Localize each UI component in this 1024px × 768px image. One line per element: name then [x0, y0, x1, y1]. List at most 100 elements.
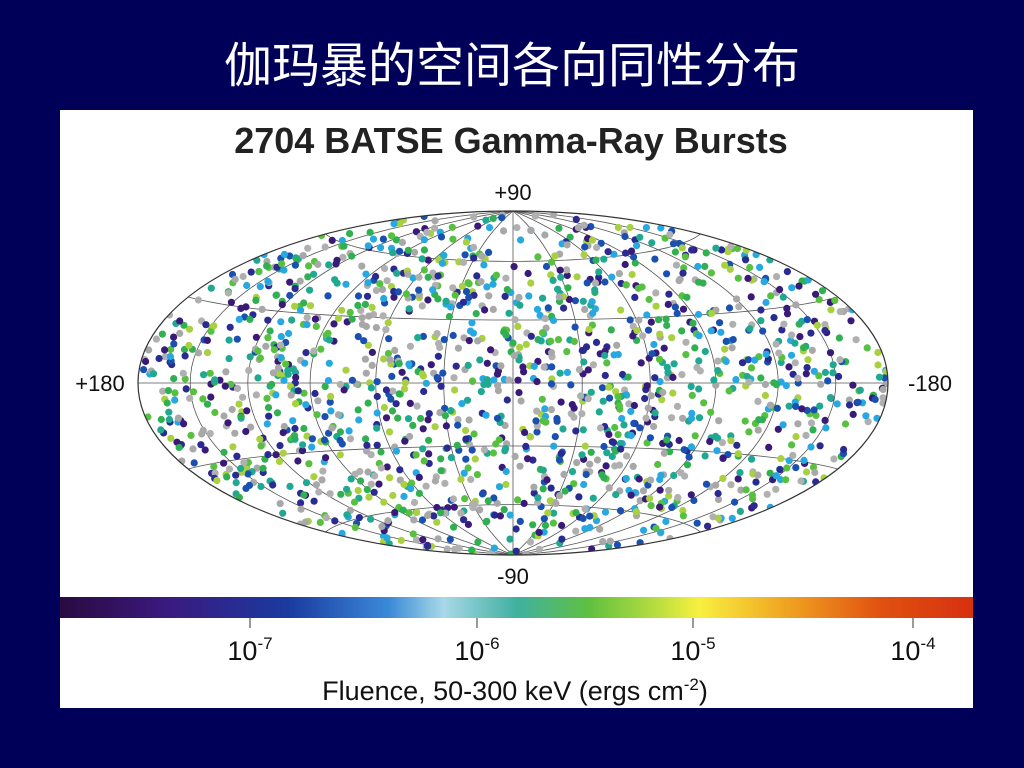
burst-point — [376, 280, 384, 288]
burst-point — [413, 402, 421, 410]
burst-point — [194, 349, 203, 357]
burst-point — [722, 337, 730, 345]
burst-point — [231, 275, 239, 283]
burst-point — [587, 448, 595, 456]
burst-point — [725, 304, 734, 312]
burst-point — [643, 311, 651, 319]
burst-point — [280, 266, 288, 274]
burst-point — [679, 506, 687, 515]
burst-point — [418, 255, 426, 263]
burst-point — [320, 436, 329, 444]
burst-point — [738, 359, 747, 367]
burst-point — [513, 224, 521, 232]
burst-point — [483, 359, 491, 367]
burst-point — [363, 441, 371, 449]
burst-point — [200, 371, 208, 379]
burst-point — [304, 273, 312, 281]
burst-point — [742, 486, 750, 494]
burst-point — [387, 395, 395, 403]
burst-point — [239, 393, 247, 401]
burst-point — [632, 508, 640, 516]
burst-point — [849, 381, 857, 389]
burst-point — [630, 419, 638, 427]
burst-point — [775, 349, 783, 357]
burst-point — [802, 370, 810, 378]
burst-point — [334, 314, 342, 322]
burst-point — [203, 349, 212, 357]
burst-point — [489, 214, 497, 222]
burst-point — [572, 427, 580, 435]
burst-point — [473, 272, 481, 280]
burst-point — [578, 410, 586, 418]
burst-point — [522, 442, 530, 450]
axis-label: +90 — [494, 180, 531, 205]
burst-point — [286, 278, 294, 286]
burst-point — [772, 472, 780, 480]
burst-point — [804, 356, 812, 364]
burst-point — [549, 276, 557, 284]
burst-point — [235, 400, 243, 408]
burst-point — [435, 339, 443, 348]
burst-point — [256, 435, 264, 443]
burst-point — [269, 481, 277, 489]
burst-point — [272, 451, 280, 459]
burst-point — [254, 347, 262, 355]
burst-point — [639, 487, 648, 495]
burst-point — [389, 387, 397, 395]
burst-point — [529, 521, 537, 529]
burst-point — [681, 253, 690, 261]
burst-point — [635, 316, 643, 324]
burst-point — [247, 268, 255, 276]
burst-point — [512, 525, 520, 533]
burst-point — [303, 314, 311, 322]
burst-point — [785, 402, 793, 410]
burst-point — [836, 308, 844, 316]
burst-point — [607, 326, 615, 334]
burst-point — [211, 469, 219, 477]
burst-point — [644, 404, 652, 412]
burst-point — [263, 420, 271, 428]
burst-point — [302, 479, 311, 487]
burst-point — [779, 293, 787, 301]
burst-point — [792, 301, 800, 309]
burst-point — [414, 334, 422, 342]
burst-point — [197, 441, 205, 449]
burst-point — [175, 443, 183, 452]
burst-point — [325, 429, 333, 437]
burst-point — [557, 450, 565, 458]
burst-point — [485, 292, 493, 300]
burst-point — [792, 433, 800, 441]
burst-point — [798, 405, 806, 413]
burst-point — [514, 496, 522, 504]
tick-exponent: -4 — [920, 634, 935, 653]
burst-point — [451, 291, 459, 299]
burst-point — [700, 399, 708, 407]
burst-point — [574, 224, 583, 232]
burst-point — [417, 414, 425, 423]
burst-point — [570, 404, 578, 412]
burst-point — [678, 371, 686, 379]
burst-point — [746, 325, 754, 333]
burst-point — [759, 327, 767, 335]
burst-point — [312, 322, 320, 330]
burst-point — [402, 290, 411, 298]
burst-point — [336, 451, 344, 459]
burst-point — [235, 315, 243, 323]
burst-point — [671, 303, 680, 311]
burst-point — [401, 437, 409, 445]
burst-point — [556, 266, 564, 274]
burst-point — [257, 482, 265, 491]
burst-point — [714, 514, 723, 522]
burst-point — [673, 402, 682, 410]
burst-point — [642, 224, 651, 232]
burst-point — [584, 366, 592, 374]
burst-point — [694, 262, 702, 271]
burst-point — [517, 236, 525, 244]
burst-point — [620, 421, 628, 429]
burst-point — [551, 433, 559, 441]
burst-point — [400, 492, 408, 500]
burst-point — [310, 497, 318, 505]
burst-point — [643, 382, 651, 390]
burst-point — [699, 279, 707, 287]
